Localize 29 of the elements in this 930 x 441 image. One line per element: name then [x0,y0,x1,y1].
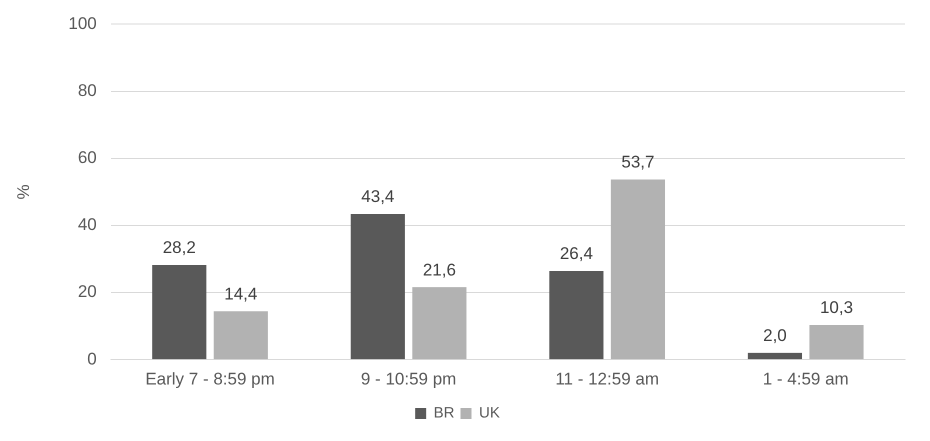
bar [549,271,604,360]
x-tick-label: 11 - 12:59 am [555,369,659,388]
data-label: 21,6 [422,260,456,280]
data-label: 53,7 [621,152,654,172]
data-label: 10,3 [820,298,854,318]
bar [610,179,666,360]
x-tick-label: 9 - 10:59 pm [360,369,456,388]
bar [214,311,268,360]
x-tick-label: 1 - 4:59 am [762,369,849,388]
x-tick-label: Early 7 - 8:59 pm [145,369,275,388]
data-label: 2,0 [763,326,787,346]
y-tick-label: 0 [87,349,97,368]
data-label: 28,2 [162,238,196,258]
bar [152,265,206,360]
legend-label: UK [479,404,500,422]
data-label: 14,4 [224,284,258,304]
data-label: 43,4 [361,187,394,206]
y-tick-label: 40 [78,215,97,234]
bar [412,287,466,360]
bar [809,325,864,360]
y-tick-label: 100 [68,14,97,33]
bar [748,352,802,360]
y-tick-label: 80 [78,80,97,100]
y-tick-label: 60 [78,148,97,168]
legend-label: BR [434,404,455,422]
data-label: 26,4 [560,244,593,264]
bar [350,214,405,360]
y-tick-label: 20 [78,282,97,302]
y-axis-title: % [14,184,33,200]
